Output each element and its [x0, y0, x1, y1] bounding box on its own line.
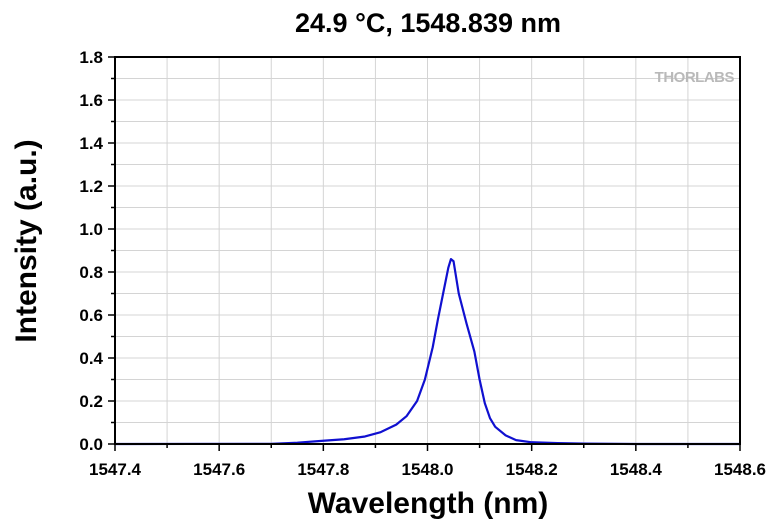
x-tick-label: 1548.2 [506, 460, 558, 479]
chart-title: 24.9 °C, 1548.839 nm [295, 8, 561, 38]
series-layer [114, 258, 740, 446]
x-tick-labels: 1547.4 1547.6 1547.8 1548.0 1548.2 1548.4 1548… [89, 460, 766, 479]
y-tick-label: 0.2 [79, 392, 103, 411]
x-tick-label: 1548.4 [610, 460, 663, 479]
y-tick-label: 1.4 [79, 134, 103, 153]
x-tick-label: 1548.0 [402, 460, 454, 479]
x-axis-title: Wavelength (nm) [308, 487, 549, 520]
grid [114, 56, 741, 445]
y-tick-labels: 0.0 0.2 0.4 0.6 0.8 1.0 1.2 1.4 1.6 1.8 [79, 48, 103, 454]
y-tick-label: 0.6 [79, 306, 103, 325]
y-tick-label: 0.4 [79, 349, 103, 368]
series-line [114, 258, 740, 446]
y-tick-label: 0.0 [79, 435, 103, 454]
ticks [108, 56, 741, 451]
y-tick-label: 1.0 [79, 220, 103, 239]
y-tick-label: 1.2 [79, 177, 103, 196]
x-tick-label: 1547.8 [297, 460, 349, 479]
x-tick-label: 1547.6 [193, 460, 245, 479]
y-axis-title: Intensity (a.u.) [10, 139, 43, 342]
y-tick-label: 1.6 [79, 91, 103, 110]
y-tick-label: 0.8 [79, 263, 103, 282]
x-tick-label: 1548.6 [714, 460, 766, 479]
thorlabs-logo: THORLABS [655, 69, 735, 86]
y-tick-label: 1.8 [79, 48, 103, 67]
x-tick-label: 1547.4 [89, 460, 142, 479]
